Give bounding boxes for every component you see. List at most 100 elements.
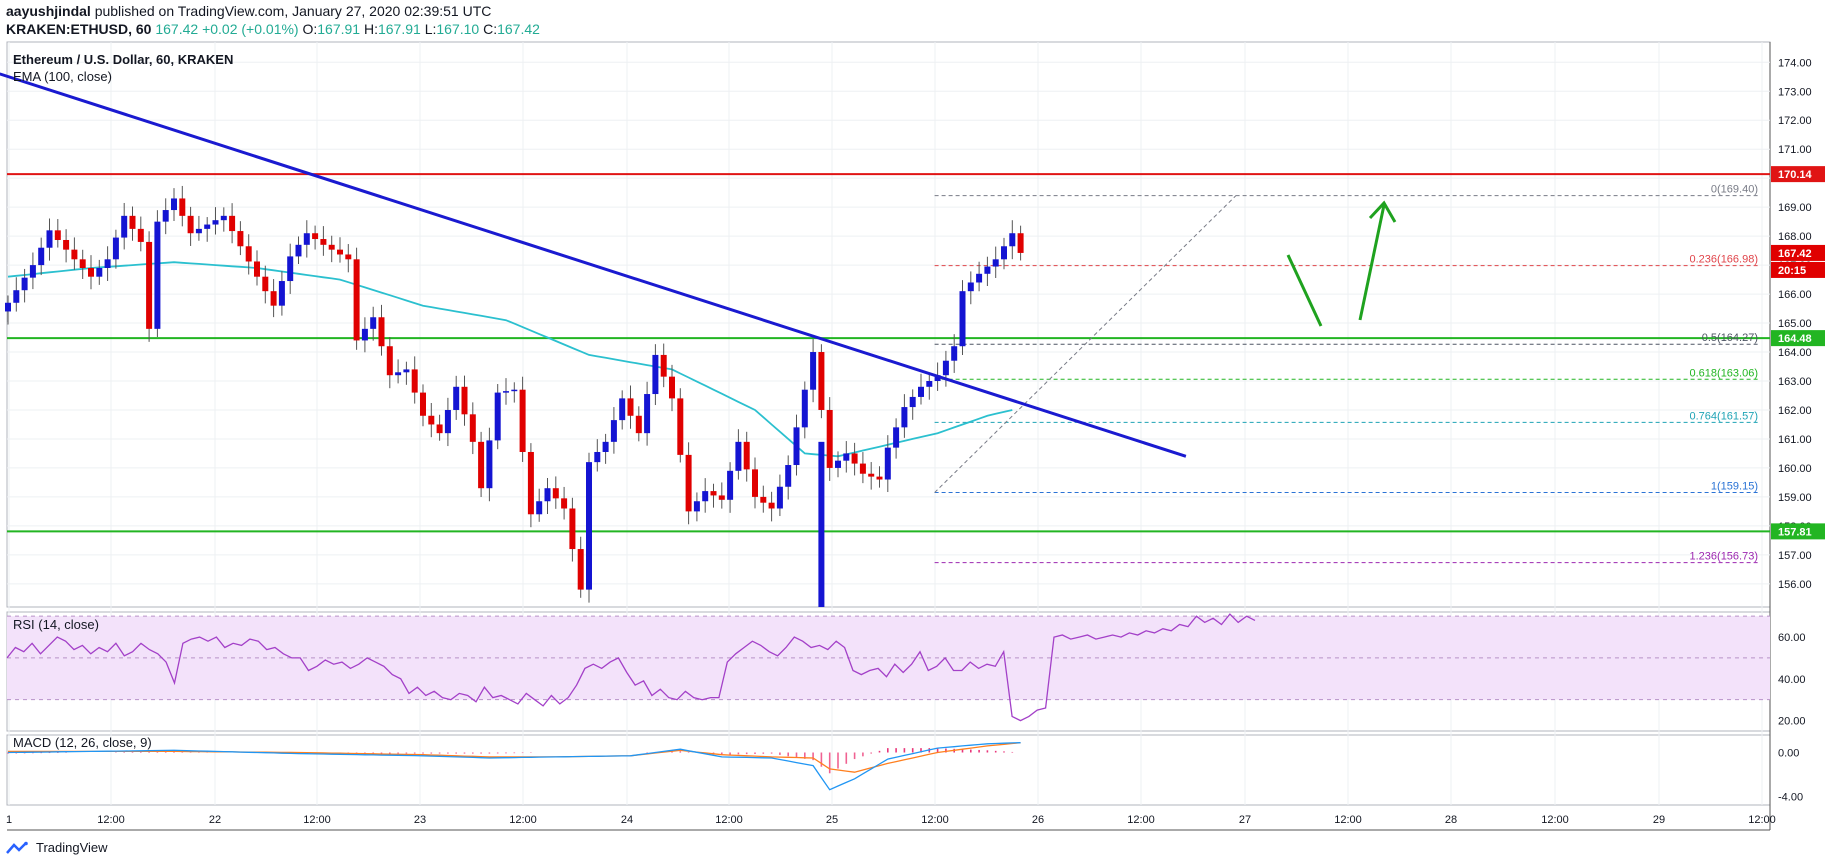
candle-down [527, 451, 534, 515]
candle-down [743, 441, 750, 470]
fib-level-label: 0.5(164.27) [1702, 332, 1758, 344]
candle-up [220, 215, 227, 221]
time-tick-label: 22 [209, 814, 221, 826]
candle-down [179, 198, 186, 216]
rsi-pane [6, 613, 1770, 722]
time-tick-label: 29 [1653, 814, 1665, 826]
candle-up [586, 462, 592, 590]
rsi-tick-label: 20.00 [1778, 716, 1806, 728]
candle-down [436, 424, 443, 434]
chart-header: aayushjindal published on TradingView.co… [6, 2, 540, 38]
support-level-label: 164.48 [1778, 333, 1812, 345]
candle-up [727, 470, 734, 500]
candle-up [976, 273, 983, 283]
candle-up [46, 230, 53, 248]
candle-up [893, 427, 900, 448]
candle-down [245, 246, 252, 262]
candle-up [511, 389, 518, 392]
candle-down [411, 369, 418, 393]
candle-down [420, 392, 426, 416]
candle-down [768, 502, 775, 509]
candle-up [785, 465, 792, 487]
candle-up [843, 453, 850, 461]
candle-up [212, 220, 219, 225]
candle-up [942, 360, 949, 376]
candle-up [644, 394, 651, 434]
candle-down [1017, 233, 1024, 253]
candle-down [63, 239, 70, 250]
candle-up [959, 291, 966, 347]
candle-up [204, 224, 211, 229]
candle-down [328, 244, 335, 250]
candle-down [760, 496, 767, 503]
forecast-down-arrow [1286, 254, 1323, 327]
candle-down [710, 491, 717, 496]
candle-down [54, 230, 61, 240]
candle-down [88, 268, 94, 277]
time-tick-label: 27 [1239, 814, 1251, 826]
candle-down [187, 215, 194, 234]
candle-down [353, 259, 360, 341]
candle-up [370, 317, 377, 329]
price-tick-label: 157.00 [1778, 550, 1812, 562]
candle-down [859, 463, 866, 474]
candle-up [693, 501, 700, 512]
fib-level-label: 1(159.15) [1711, 481, 1758, 493]
time-tick-label: 23 [414, 814, 426, 826]
tradingview-brand[interactable]: TradingView [36, 840, 108, 855]
last-price-badge [1771, 244, 1825, 261]
candle-up [96, 268, 103, 277]
footer: TradingView [6, 840, 108, 855]
candle-up [884, 447, 891, 480]
main-pane [6, 41, 1771, 608]
price-tick-label: 174.00 [1778, 57, 1812, 69]
time-tick-label: 12:00 [1541, 814, 1569, 826]
chart-title: Ethereum / U.S. Dollar, 60, KRAKEN [13, 52, 233, 67]
time-tick-label: 12:00 [715, 814, 743, 826]
price-tick-label: 160.00 [1778, 463, 1812, 475]
high-prefix: H: [363, 21, 378, 37]
price-tick-label: 163.00 [1778, 376, 1812, 388]
resistance-level-label: 170.14 [1778, 169, 1813, 181]
candle-up [801, 389, 808, 428]
symbol-label: KRAKEN:ETHUSD, 60 [6, 21, 152, 37]
candle-down [552, 488, 559, 499]
candle-down [752, 469, 758, 497]
candle-down [669, 376, 675, 399]
last-price-badge [1771, 261, 1825, 278]
candle-up [112, 237, 119, 260]
axes: 174.00173.00172.00171.00170.00169.00168.… [6, 57, 1825, 826]
candle-up [1009, 233, 1016, 247]
candle-down [677, 398, 684, 455]
candle-down [229, 215, 236, 232]
macd-signal-line [8, 742, 1021, 773]
candle-down [378, 317, 385, 347]
candle-down [386, 346, 393, 376]
candle-up [652, 354, 659, 395]
candle-up [154, 221, 161, 329]
candle-up [951, 346, 958, 361]
candle-down [71, 249, 78, 260]
support-level-badge [1771, 330, 1825, 347]
candle-up [287, 256, 294, 282]
candle-down [129, 215, 136, 229]
fib-level-label: 0.618(163.06) [1690, 367, 1759, 379]
time-tick-label: 12:00 [97, 814, 125, 826]
candle-up [38, 247, 45, 266]
price-change: +0.02 (+0.01%) [202, 21, 299, 37]
candle-up [967, 282, 974, 292]
time-tick-label: 1 [6, 814, 12, 826]
candle-up [735, 441, 742, 471]
candle-up [361, 328, 368, 341]
candle-up [594, 451, 601, 463]
candle-down [685, 454, 692, 512]
symbol-line: KRAKEN:ETHUSD, 60 167.42 +0.02 (+0.01%) … [6, 20, 540, 38]
author-name[interactable]: aayushjindal [6, 3, 91, 19]
price-tick-label: 161.00 [1778, 434, 1812, 446]
candle-down [254, 261, 260, 277]
publish-line: aayushjindal published on TradingView.co… [6, 2, 540, 20]
time-tick-label: 12:00 [303, 814, 331, 826]
time-tick-label: 12:00 [1334, 814, 1362, 826]
rsi-tick-label: 60.00 [1778, 632, 1806, 644]
